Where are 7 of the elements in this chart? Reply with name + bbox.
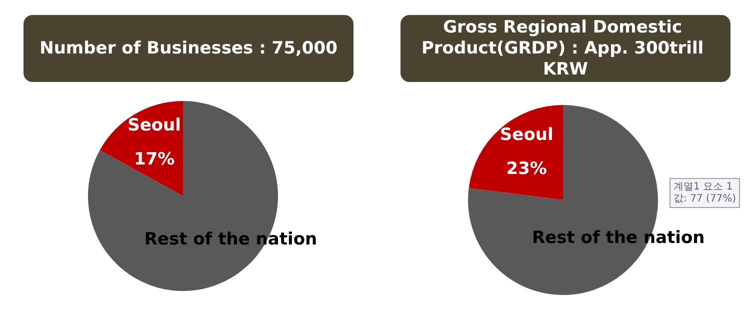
- chart-title: Gross Regional Domestic Product(GRDP) : App. 300trill KRW: [421, 18, 710, 80]
- slice-label: Seoul: [500, 125, 554, 146]
- slice-label: Seoul: [128, 116, 181, 136]
- chart-title: Number of Businesses : 75,000: [40, 38, 338, 58]
- text: 계열1 요소 1 값: 77 (77%): [674, 182, 736, 204]
- data-label: 23%: [506, 159, 547, 180]
- data-label: 17%: [134, 150, 175, 170]
